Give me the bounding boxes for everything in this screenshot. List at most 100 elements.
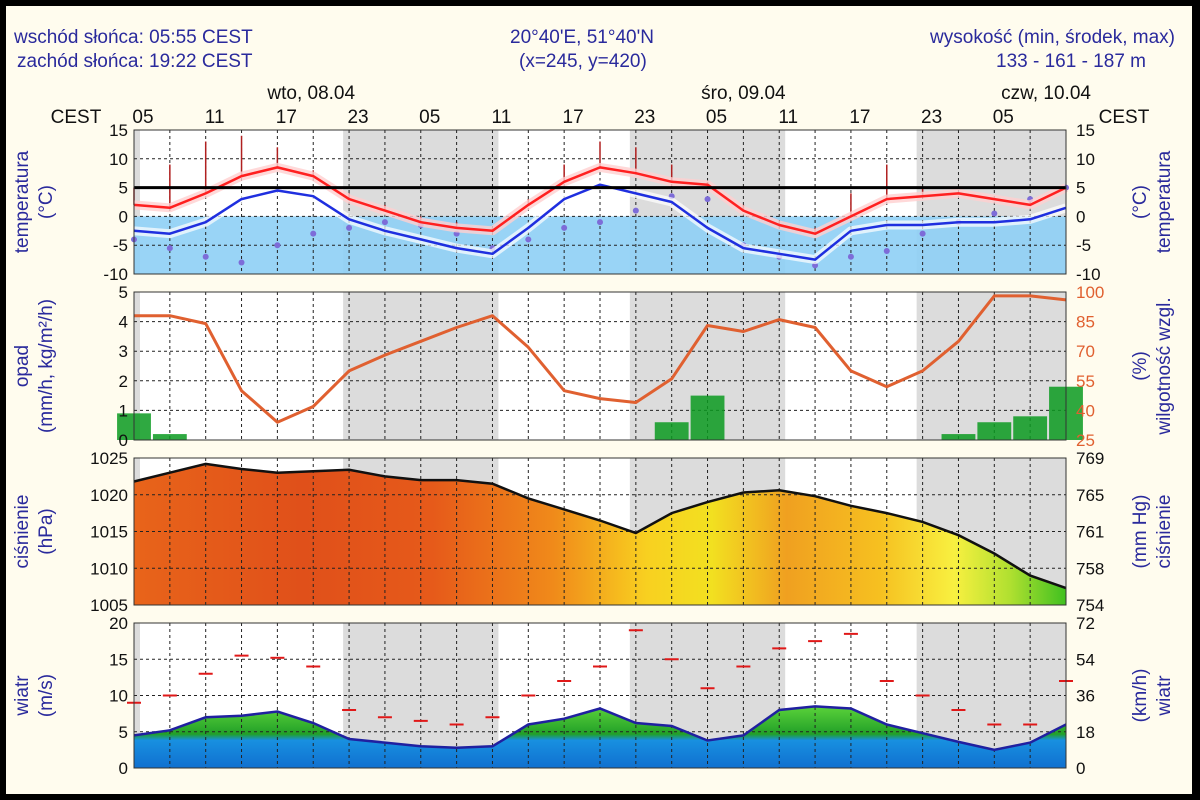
dot-marker [346,224,353,231]
precipitation-bar [941,434,976,440]
dot-marker [632,207,639,214]
right-tick-label: 25 [1076,431,1095,450]
hour-label: 17 [563,107,584,128]
right-tick-label: 754 [1076,596,1104,615]
humidity-line [134,294,1067,424]
right-tick-label: 769 [1076,449,1104,468]
left-tick-label: 4 [119,313,128,332]
right-tick-label: 55 [1076,372,1095,391]
temperature-line [133,166,1067,235]
left-axis-title: (hPa) [36,508,57,554]
right-tick-label: 758 [1076,559,1104,578]
dot-marker [310,230,317,237]
day-label: czw, 10.04 [1001,83,1091,104]
dot-marker [202,253,209,260]
left-tick-label: 1005 [90,596,128,615]
precipitation-bar [152,434,187,440]
right-axis-title: wiatr [1154,675,1175,717]
hour-label: 23 [634,107,655,128]
right-axis-title: (%) [1130,351,1151,381]
hour-label: 05 [706,107,727,128]
right-axis-title: temperatura [1154,150,1175,253]
right-tick-label: -5 [1076,236,1091,255]
right-tick-label: 85 [1076,313,1095,332]
dot-marker [525,236,532,243]
left-tick-label: 3 [119,342,128,361]
dot-marker [166,245,173,252]
precipitation-bar [977,422,1012,440]
right-axis-title: wilgotność wzgl. [1154,297,1175,435]
timezone-label-right: CEST [1099,107,1150,128]
dot-marker [704,196,711,203]
left-tick-label: 1010 [90,559,128,578]
hour-label: 11 [778,107,798,128]
right-tick-label: 0 [1076,207,1085,226]
precipitation-bar [654,422,689,440]
night-band [134,292,140,440]
right-tick-label: -10 [1076,265,1101,284]
right-tick-label: 100 [1076,283,1104,302]
left-tick-label: -5 [113,236,128,255]
left-axis-title: (°C) [36,185,57,219]
left-axis-title: temperatura [12,150,33,253]
hour-label: 05 [993,107,1014,128]
left-tick-label: 0 [119,431,128,450]
right-tick-label: 0 [1076,759,1085,778]
right-tick-label: 5 [1076,179,1085,198]
precipitation-bar [1013,416,1048,440]
left-tick-label: 15 [109,650,128,669]
right-tick-label: 761 [1076,523,1104,542]
day-label: wto, 08.04 [266,83,355,104]
left-tick-label: 10 [109,687,128,706]
coordinates-text: 20°40'E, 51°40'N [510,27,654,48]
dew-point-line [133,183,1067,261]
dot-marker [883,247,890,254]
left-tick-label: 5 [119,723,128,742]
dot-marker [991,210,998,217]
left-axis-title: (m/s) [36,674,57,717]
dot-marker [381,219,388,226]
right-tick-label: 54 [1076,650,1095,669]
hour-label: 11 [492,107,512,128]
dot-marker [847,253,854,260]
right-axis-title: (mm Hg) [1130,495,1151,569]
wind-speed-line [133,705,1067,752]
left-tick-label: 1020 [90,486,128,505]
hour-label: 05 [132,107,153,128]
grid-point-text: (x=245, y=420) [519,51,647,72]
night-band [916,292,1066,440]
hour-label: 23 [921,107,942,128]
left-tick-label: 5 [119,179,128,198]
hour-label: 23 [347,107,368,128]
dot-marker [274,242,281,249]
panel-border [133,129,1067,275]
day-label: śro, 09.04 [701,83,786,104]
right-tick-label: 765 [1076,486,1104,505]
right-tick-label: 18 [1076,723,1095,742]
right-tick-label: 36 [1076,687,1095,706]
left-tick-label: 10 [109,150,128,169]
hour-label: 17 [849,107,870,128]
meteogram-frame: wschód słońca: 05:55 CEST zachód słońca:… [6,6,1192,794]
right-tick-label: 15 [1076,121,1095,140]
left-tick-label: 1025 [90,449,128,468]
dot-marker [919,230,926,237]
right-tick-label: 40 [1076,401,1095,420]
left-axis-title: opad [12,345,33,387]
hour-label: 17 [276,107,297,128]
right-tick-label: 72 [1076,614,1095,633]
right-axis-title: (km/h) [1130,669,1151,723]
pressure-area [134,463,1066,605]
panel-border [133,457,1067,606]
hour-label: 05 [419,107,440,128]
left-tick-label: 2 [119,372,128,391]
left-tick-label: 1015 [90,523,128,542]
precipitation-bar [690,395,725,440]
left-tick-label: 0 [119,207,128,226]
dot-marker [238,259,245,266]
left-axis-title: wiatr [12,675,33,717]
hour-label: 11 [205,107,225,128]
elevation-title: wysokość (min, środek, max) [930,27,1175,48]
left-tick-label: 5 [119,283,128,302]
